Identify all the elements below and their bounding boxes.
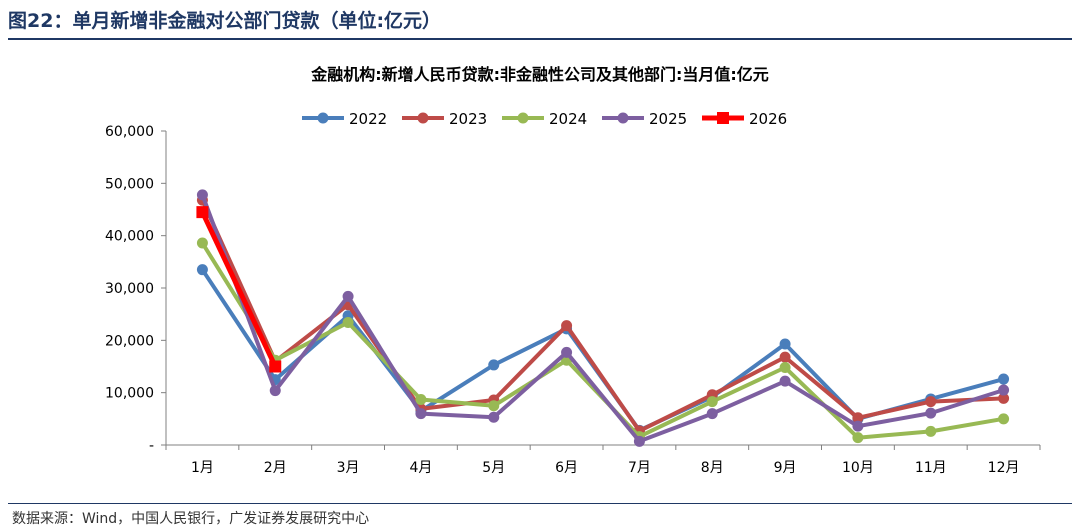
- data-point-2024: [925, 425, 937, 437]
- x-axis: 1月 2月 3月 4月 5月 6月 7月 8月 9月 10月 11月 12月: [165, 444, 1041, 476]
- footer-divider: [8, 503, 1072, 504]
- figure-title: 图22：单月新增非金融对公部门贷款（单位:亿元）: [8, 10, 442, 32]
- chart-legend: 2022 2023 2024 2025 2026: [302, 110, 787, 128]
- data-point-2023: [561, 320, 573, 332]
- data-point-2025: [269, 385, 281, 397]
- x-tick-label: 12月: [988, 460, 1020, 476]
- data-point-2024: [415, 393, 427, 405]
- title-divider: [8, 38, 1072, 40]
- x-tick-label: 11月: [915, 460, 947, 476]
- data-point-2025: [561, 346, 573, 358]
- legend-marker: [317, 112, 329, 124]
- data-point-2023: [779, 351, 791, 363]
- series-line-2026: [200, 211, 278, 368]
- data-point-2024: [488, 400, 500, 412]
- data-point-2024: [706, 396, 718, 408]
- legend-label: 2025: [649, 110, 687, 128]
- data-point-2025: [633, 435, 645, 447]
- series-line-2025: [200, 194, 1005, 444]
- line-chart: 金融机构:新增人民币贷款:非金融性公司及其他部门:当月值:亿元 2022 2023…: [105, 65, 1041, 476]
- legend-item-2026: 2026: [702, 110, 787, 128]
- series-line-2022: [200, 268, 1005, 433]
- data-point-2025: [196, 189, 208, 201]
- chart-title: 金融机构:新增人民币贷款:非金融性公司及其他部门:当月值:亿元: [310, 65, 769, 84]
- y-tick-label: 60,000: [105, 124, 154, 140]
- legend-marker: [417, 112, 429, 124]
- legend-item-2023: 2023: [402, 110, 487, 128]
- data-point-2025: [852, 420, 864, 432]
- x-tick-label: 9月: [774, 460, 797, 476]
- data-point-2025: [925, 407, 937, 419]
- legend-label: 2022: [349, 110, 387, 128]
- x-tick-label: 1月: [191, 460, 214, 476]
- data-point-2023: [925, 396, 937, 408]
- data-point-2025: [342, 290, 354, 302]
- data-point-2023: [998, 392, 1010, 404]
- y-tick-label: 10,000: [105, 386, 154, 402]
- series-layer: [196, 189, 1010, 447]
- x-tick-label: 3月: [337, 460, 360, 476]
- data-point-2024: [998, 413, 1010, 425]
- data-point-2025: [779, 375, 791, 387]
- data-point-2024: [196, 237, 208, 249]
- legend-marker: [517, 112, 529, 124]
- x-tick-label: 7月: [628, 460, 651, 476]
- legend-label: 2024: [549, 110, 587, 128]
- y-tick-label: 50,000: [105, 176, 154, 192]
- data-point-2025: [998, 384, 1010, 396]
- x-tick-label: 6月: [555, 460, 578, 476]
- x-tick-label: 2月: [264, 460, 287, 476]
- data-source-note: 数据来源：Wind，中国人民银行，广发证券发展研究中心: [12, 511, 370, 527]
- x-tick-label: 8月: [701, 460, 724, 476]
- y-axis: - 10,000 20,000 30,000 40,000 50,000 60,000: [105, 124, 167, 454]
- data-point-2022: [998, 373, 1010, 385]
- y-tick-label: 20,000: [105, 333, 154, 349]
- legend-marker: [717, 112, 729, 124]
- data-point-2023: [852, 412, 864, 424]
- legend-item-2024: 2024: [502, 110, 587, 128]
- series-2026: [196, 206, 282, 373]
- data-point-2025: [415, 408, 427, 420]
- data-point-2024: [852, 432, 864, 444]
- series-2025: [196, 189, 1010, 447]
- y-tick-label: 30,000: [105, 281, 154, 297]
- data-point-2024: [342, 317, 354, 329]
- legend-item-2025: 2025: [602, 110, 687, 128]
- x-tick-label: 4月: [409, 460, 432, 476]
- data-point-2022: [779, 338, 791, 350]
- data-point-2026: [269, 360, 282, 373]
- legend-marker: [617, 112, 629, 124]
- legend-item-2022: 2022: [302, 110, 387, 128]
- x-tick-label: 5月: [482, 460, 505, 476]
- data-point-2024: [779, 362, 791, 374]
- legend-label: 2026: [749, 110, 787, 128]
- y-tick-label: -: [149, 438, 154, 454]
- data-point-2025: [706, 408, 718, 420]
- data-point-2022: [488, 359, 500, 371]
- legend-label: 2023: [449, 110, 487, 128]
- data-point-2022: [196, 264, 208, 276]
- x-tick-label: 10月: [842, 460, 874, 476]
- data-point-2025: [488, 411, 500, 423]
- y-tick-label: 40,000: [105, 229, 154, 245]
- data-point-2026: [196, 206, 209, 219]
